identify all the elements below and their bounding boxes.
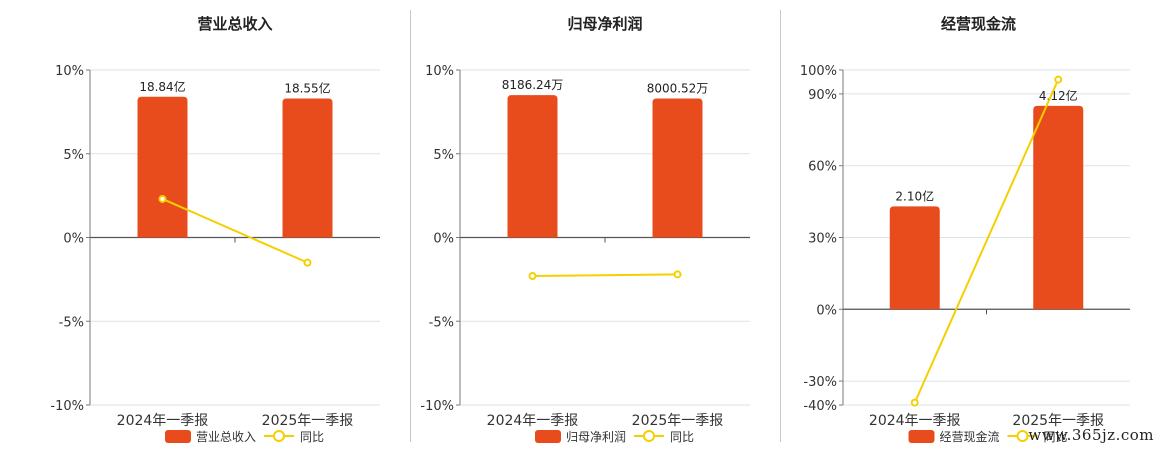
- legend-label: 同比: [300, 430, 324, 444]
- watermark: www.365jz.com: [1028, 426, 1154, 444]
- legend-label: 同比: [670, 430, 694, 444]
- bar: [137, 96, 188, 238]
- y-tick-label: 0%: [816, 303, 837, 318]
- y-tick-label: 10%: [425, 64, 454, 79]
- legend-swatch-bar: [908, 430, 935, 443]
- x-tick-label: 2024年一季报: [487, 413, 579, 429]
- yoy-point: [673, 270, 682, 279]
- legend-label: 同比: [1044, 430, 1068, 444]
- chart-title: 营业总收入: [197, 15, 272, 33]
- legend-swatch-bar: [535, 430, 561, 443]
- yoy-line: [532, 273, 678, 278]
- bar: [507, 95, 558, 238]
- yoy-point: [528, 272, 537, 281]
- x-tick-label: 2024年一季报: [117, 413, 209, 429]
- panel-divider: [410, 10, 411, 442]
- x-tick-label: 2024年一季报: [869, 413, 961, 429]
- yoy-point: [910, 398, 919, 407]
- legend-swatch-marker: [273, 430, 285, 442]
- y-tick-label: -5%: [59, 315, 84, 330]
- bar: [652, 98, 703, 238]
- legend-label: 经营现金流: [940, 429, 1000, 444]
- y-tick-label: -30%: [803, 375, 837, 390]
- x-tick-label: 2025年一季报: [632, 413, 724, 429]
- legend-swatch-bar: [165, 430, 191, 443]
- panel-divider: [780, 10, 781, 442]
- y-tick-label: 5%: [63, 148, 84, 163]
- y-tick-label: 0%: [433, 232, 454, 247]
- yoy-line: [913, 79, 1060, 404]
- chart-panel: 经营现金流 100% 90% 60% 30% 0% -30% -40% 2.10亿 4.12亿 20…: [800, 15, 1130, 444]
- bar-value-label: 8000.52万: [647, 81, 709, 95]
- yoy-line: [162, 198, 308, 264]
- chart-title: 归母净利润: [567, 15, 642, 33]
- y-tick-label: -10%: [50, 399, 84, 414]
- bar: [1033, 105, 1084, 310]
- y-tick-label: 10%: [55, 64, 84, 79]
- bar-value-label: 18.55亿: [284, 80, 330, 95]
- chart-panel: 营业总收入 10% 5% 0% -5% -10% 18.84亿 18.55亿 2024年一季报 2…: [50, 15, 380, 444]
- y-tick-label: 60%: [808, 160, 837, 175]
- legend-swatch-marker: [1016, 430, 1029, 442]
- y-tick-label: 30%: [808, 232, 837, 247]
- y-tick-label: -5%: [429, 315, 454, 330]
- bar-value-label: 2.10亿: [895, 188, 934, 203]
- legend-swatch-marker: [643, 430, 655, 442]
- y-tick-label: -40%: [803, 399, 837, 414]
- legend-label: 营业总收入: [196, 430, 256, 444]
- bar-value-label: 8186.24万: [502, 78, 564, 92]
- y-tick-label: 100%: [800, 64, 837, 79]
- legend-label: 归母净利润: [566, 430, 626, 444]
- bar-value-label: 4.12亿: [1039, 88, 1078, 103]
- y-tick-label: 90%: [808, 88, 837, 103]
- y-tick-label: -10%: [420, 399, 454, 414]
- yoy-point: [1054, 75, 1063, 84]
- y-tick-label: 0%: [63, 232, 84, 247]
- y-tick-label: 5%: [433, 148, 454, 163]
- yoy-point: [158, 194, 167, 203]
- x-tick-label: 2025年一季报: [262, 413, 354, 429]
- bar: [282, 98, 333, 238]
- x-tick-label: 2025年一季报: [1012, 413, 1104, 429]
- yoy-point: [303, 258, 312, 267]
- chart-panel: 归母净利润 10% 5% 0% -5% -10% 8186.24万 8000.52万 2024年…: [420, 15, 750, 444]
- chart-title: 经营现金流: [941, 15, 1016, 33]
- bar-value-label: 18.84亿: [139, 79, 185, 94]
- bar: [889, 206, 940, 310]
